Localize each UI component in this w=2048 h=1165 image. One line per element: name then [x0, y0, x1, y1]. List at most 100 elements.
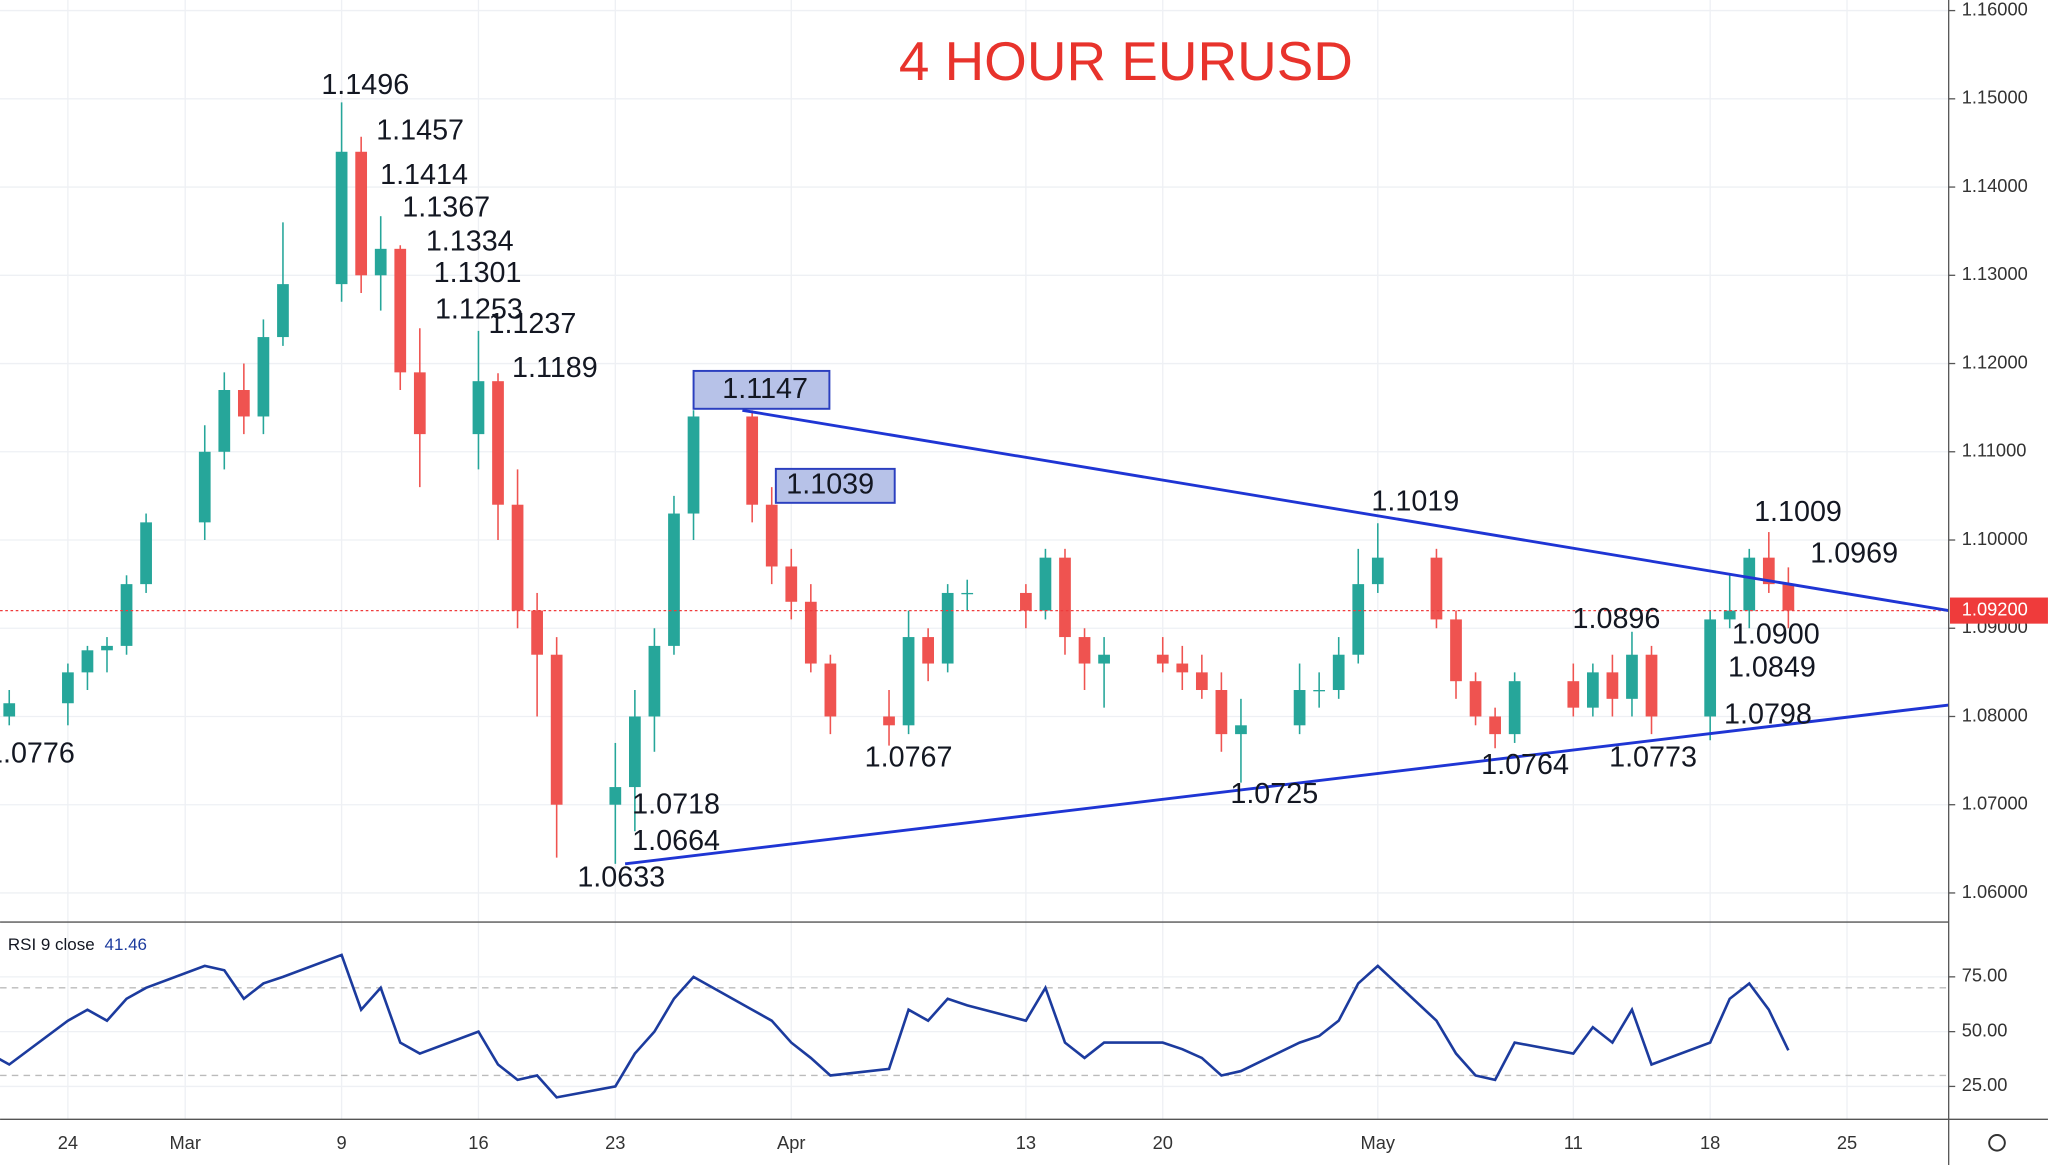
candle-body: [1020, 592, 1032, 611]
settings-gear[interactable]: [1988, 1133, 2006, 1152]
chart-title: 4 HOUR EURUSD: [899, 30, 1353, 92]
annotation: 1.0900: [1732, 619, 1820, 651]
annotation: 1.1414: [380, 159, 468, 191]
annotation: 1.0718: [632, 788, 720, 820]
annotation: 1.1253: [435, 293, 523, 325]
candle-body: [609, 787, 622, 805]
annotation: 1.0798: [1724, 698, 1812, 730]
candle-body: [1567, 681, 1580, 708]
candle-body: [101, 645, 113, 651]
candle-body: [1508, 681, 1521, 735]
y-tick-label: 1.12000: [1962, 351, 2028, 372]
candle-body: [941, 592, 954, 664]
candle-body: [1704, 619, 1717, 717]
candle-body: [1450, 619, 1462, 682]
candle-body: [687, 416, 700, 514]
candle-body: [472, 381, 485, 435]
x-tick-label: Apr: [777, 1132, 805, 1153]
x-tick-label: 23: [605, 1132, 625, 1153]
candle-body: [355, 151, 368, 276]
settings-icon[interactable]: [1988, 1133, 2006, 1152]
candle-body: [511, 504, 524, 611]
annotation: 1.0664: [632, 825, 720, 857]
x-tick-label: 9: [337, 1132, 347, 1153]
x-tick-label: 18: [1700, 1132, 1720, 1153]
candle-body: [1039, 557, 1052, 611]
candle-body: [922, 637, 934, 664]
y-tick-label: 1.13000: [1962, 263, 2028, 284]
candle-body: [1645, 654, 1658, 717]
annotation: 1.1496: [321, 69, 409, 101]
annotation: 1.1009: [1754, 496, 1842, 528]
candle-body: [374, 248, 387, 276]
candle-body: [824, 663, 837, 717]
y-tick-label: 1.14000: [1962, 175, 2028, 196]
y-tick-label: 1.08000: [1962, 704, 2028, 725]
annotation: 1.0764: [1481, 749, 1569, 781]
y-tick-label: 1.15000: [1962, 87, 2028, 108]
candle-body: [492, 381, 504, 505]
rsi-tick-label: 50.00: [1962, 1019, 2008, 1040]
candle-body: [1098, 654, 1110, 664]
candle-body: [961, 592, 974, 595]
annotation: 1.0725: [1230, 778, 1318, 810]
annotation-box: [774, 467, 896, 504]
candle-body: [1235, 725, 1247, 735]
annotation-box: [692, 369, 831, 410]
annotation: 1.1457: [376, 115, 464, 147]
candle-body: [765, 504, 778, 567]
candle-body: [746, 416, 759, 505]
candle-body: [335, 151, 348, 285]
candle-body: [1723, 610, 1736, 620]
candle-body: [413, 372, 426, 435]
candle-body: [1059, 557, 1071, 638]
candle-body: [120, 584, 133, 646]
x-tick-label: May: [1361, 1132, 1396, 1153]
annotation: 1.1301: [434, 257, 522, 289]
x-tick-label: 13: [1016, 1132, 1036, 1153]
last-price-label: 1.09200: [1962, 598, 2028, 619]
rsi-last-value: 41.46: [105, 935, 147, 954]
candle-body: [1156, 654, 1169, 664]
candle-body: [804, 601, 817, 664]
candle-body: [648, 645, 661, 717]
candle-body: [1195, 672, 1208, 691]
candle-body: [1626, 654, 1638, 699]
candle-body: [1606, 672, 1619, 699]
candle-body: [629, 716, 641, 788]
candle-body: [902, 637, 915, 726]
x-tick-label: Mar: [169, 1132, 200, 1153]
candle-body: [1586, 672, 1599, 708]
candle-body: [1469, 681, 1482, 717]
x-tick-label: 20: [1153, 1132, 1173, 1153]
annotation: 1.1237: [489, 308, 577, 340]
x-tick-label: 25: [1837, 1132, 1857, 1153]
last-price-tag: [1949, 597, 2048, 624]
candle-body: [1332, 654, 1345, 691]
annotation: 1.1147: [722, 373, 808, 405]
trendline: [624, 703, 1949, 866]
annotation: 1.1019: [1371, 485, 1459, 517]
candle-body: [668, 513, 680, 646]
annotation: 1.0849: [1728, 651, 1816, 683]
annotation: 1.1039: [786, 468, 874, 500]
plot: [0, 102, 1949, 1099]
candle-body: [785, 566, 798, 602]
rsi-label: RSI 9 close: [8, 935, 95, 954]
candle-body: [277, 284, 289, 338]
x-tick-label: 11: [1564, 1132, 1583, 1153]
candle-body: [1430, 557, 1443, 620]
candle-body: [62, 672, 74, 704]
rsi-tick-label: 25.00: [1962, 1074, 2008, 1095]
candle-body: [1215, 690, 1228, 735]
candle-body: [140, 522, 152, 585]
annotation: 1.1189: [512, 352, 598, 384]
candle-body: [1743, 557, 1756, 611]
candle-body: [1371, 557, 1384, 585]
candle-body: [1782, 584, 1795, 611]
candle-body: [1078, 637, 1091, 664]
candle-body: [1293, 690, 1306, 726]
candle-body: [1176, 663, 1189, 673]
candle-body: [1762, 557, 1775, 585]
